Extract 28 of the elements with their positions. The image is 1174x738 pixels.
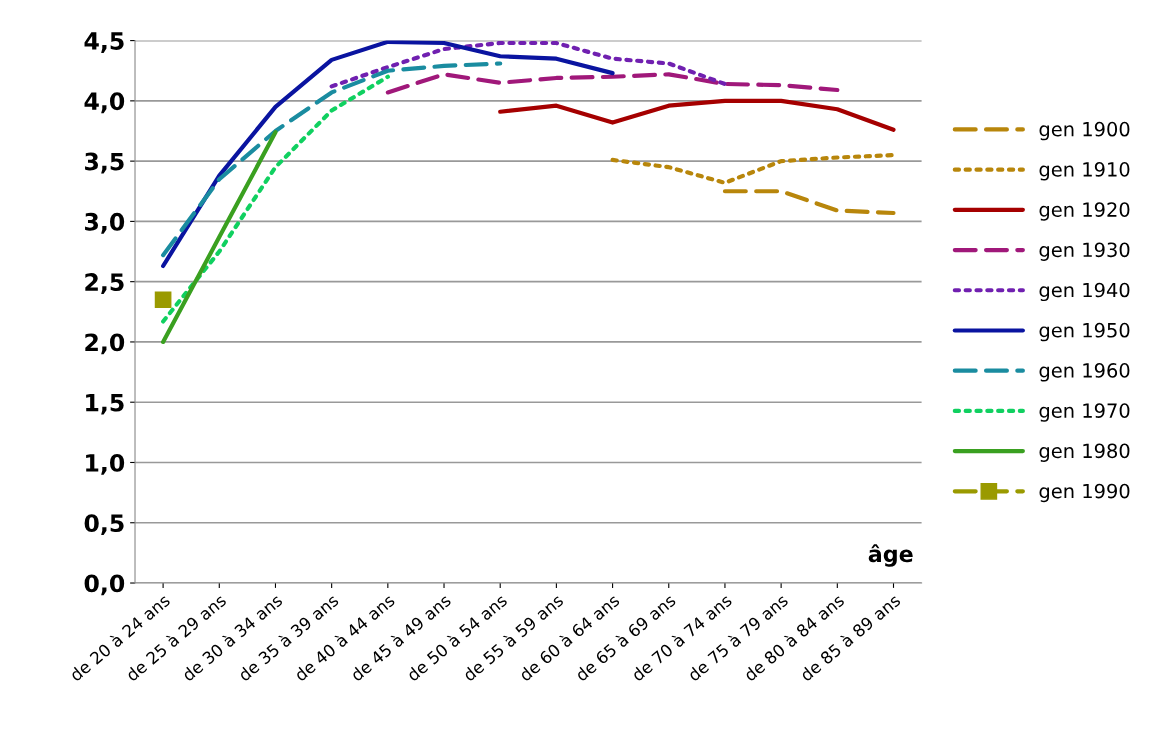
y-tick-label: 1,0 (86, 453, 125, 475)
legend-label: gen 1990 (1039, 483, 1130, 503)
y-tick-label: 4,5 (84, 32, 124, 53)
y-tick-label: 2,0 (85, 333, 125, 355)
legend-label: gen 1980 (1039, 443, 1130, 462)
y-tick-label: 1,5 (86, 393, 124, 415)
line-series (161, 61, 503, 258)
legend-label: gen 1970 (1039, 403, 1130, 422)
line-series (610, 153, 896, 185)
line-series (161, 74, 390, 324)
legend-label: gen 1950 (1039, 322, 1130, 342)
y-tick-label: 2,5 (85, 273, 124, 294)
legend-label: gen 1900 (1039, 121, 1130, 141)
line-series (161, 40, 615, 269)
line-series (385, 72, 840, 95)
y-tick-label: 0,0 (84, 574, 125, 596)
legend-label: gen 1930 (1039, 242, 1130, 261)
y-tick-label: 4,0 (84, 92, 125, 114)
y-tick-label: 3,0 (85, 212, 125, 234)
x-axis-title: âge (868, 544, 913, 567)
y-tick-label: 3,5 (85, 152, 124, 174)
y-tick-label: 0,5 (84, 514, 124, 536)
legend-label: gen 1960 (1039, 363, 1130, 382)
legend-label: gen 1920 (1039, 202, 1130, 221)
legend-label: gen 1910 (1039, 162, 1130, 181)
line-series (498, 98, 896, 132)
legend-label: gen 1940 (1039, 282, 1130, 302)
line-series (329, 40, 728, 89)
